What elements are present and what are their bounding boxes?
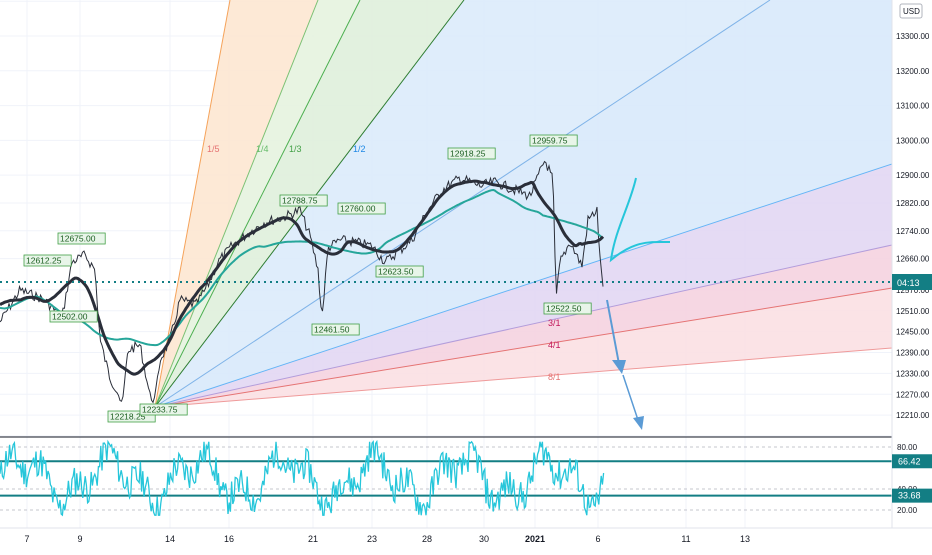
oscillator-pane — [0, 439, 892, 517]
gann-fan-label: 1/4 — [256, 144, 269, 154]
gann-fan-line — [154, 244, 893, 408]
time-axis-tick: 2021 — [525, 534, 545, 544]
price-labels: 12612.25 12675.00 12502.00 12218.2512233.75… — [23, 134, 592, 423]
moving-average-fast — [0, 179, 605, 376]
oscillator-axis-tick: 20.00 — [897, 506, 918, 515]
arrow-head — [612, 360, 626, 374]
gann-fan-line — [154, 287, 893, 408]
oscillator-level-tag — [892, 454, 932, 469]
price-label-box — [529, 134, 578, 147]
price-axis-tick: 12390.00 — [896, 349, 930, 358]
price-axis-tick: 12510.00 — [896, 307, 930, 316]
price-axis-tick: 12820.00 — [896, 199, 930, 208]
price-axis-tick: 12270.00 — [896, 390, 930, 399]
price-label-box — [447, 147, 496, 160]
price-label: 12522.50 — [546, 304, 582, 314]
price-axis: 12210.00 12270.00 12330.00 12390.00 12450.00… — [891, 0, 932, 528]
time-axis-tick: 16 — [224, 534, 234, 544]
price-label: 12612.25 — [26, 256, 62, 266]
price-axis-tick: 13000.00 — [896, 136, 930, 145]
price-axis-tick: 12330.00 — [896, 369, 930, 378]
price-label-box — [337, 202, 386, 215]
gann-fan-label: 8/1 — [548, 372, 561, 382]
price-axis-tick: 12570.00 — [896, 286, 930, 295]
currency-badge — [899, 3, 923, 19]
price-axis-tick: 13300.00 — [896, 32, 930, 41]
currency-label: USD — [903, 7, 920, 16]
time-axis-tick: 23 — [367, 534, 377, 544]
gann-fan-label: 4/1 — [548, 340, 561, 350]
gann-fan-line — [154, 0, 231, 408]
gann-fan: 1/5 1/4 1/3 1/2 3/1 4/1 8/1 — [154, 0, 893, 408]
price-label: 12918.25 — [450, 149, 486, 159]
price-label: 12218.25 — [110, 412, 146, 422]
price-label-box — [57, 232, 106, 245]
price-label-box — [139, 403, 188, 416]
price-label-box — [375, 265, 424, 278]
price-axis-tick: 12660.00 — [896, 255, 930, 264]
price-label: 12502.00 — [52, 312, 88, 322]
time-axis-tick: 21 — [308, 534, 318, 544]
gann-fan-label: 1/3 — [289, 144, 302, 154]
price-label: 12233.75 — [142, 405, 178, 415]
gann-fan-line — [154, 0, 319, 408]
moving-average-slow — [0, 188, 604, 347]
time-axis-tick: 28 — [422, 534, 432, 544]
price-label-box — [279, 194, 328, 207]
current-price-label: 04:13 — [897, 278, 920, 288]
time-axis-tick: 7 — [24, 534, 29, 544]
price-axis-tick: 12210.00 — [896, 411, 930, 420]
price-series — [0, 160, 605, 404]
time-axis-tick: 11 — [681, 534, 690, 544]
arrow-head — [633, 416, 644, 430]
oscillator-axis-tick: 80.00 — [897, 443, 918, 452]
oscillator-level-label: 33.68 — [898, 491, 921, 501]
price-axis-tick: 12740.00 — [896, 227, 930, 236]
price-axis-tick: 12900.00 — [896, 171, 930, 180]
gann-fan-label: 1/2 — [353, 144, 366, 154]
price-label: 12788.75 — [282, 196, 318, 206]
gann-fan-line — [154, 347, 893, 408]
time-axis-tick: 6 — [595, 534, 600, 544]
price-axis-tick: 13100.00 — [896, 102, 930, 111]
price-label: 12959.75 — [532, 136, 568, 146]
current-price-tag — [892, 274, 932, 290]
gann-fan-label: 1/5 — [207, 144, 220, 154]
time-axis: 7 9 14 16 21 23 28 30 2021 6 11 13 — [0, 527, 932, 544]
hand-drawn-path — [609, 177, 671, 263]
price-label: 12623.50 — [378, 267, 414, 277]
price-label-box — [311, 323, 360, 336]
oscillator-level-tag — [892, 488, 932, 503]
time-axis-tick: 13 — [740, 534, 750, 544]
price-label-box — [107, 410, 156, 423]
price-label: 12760.00 — [340, 204, 376, 214]
price-label: 12461.50 — [314, 325, 350, 335]
gann-fan-label: 3/1 — [548, 318, 561, 328]
price-label-box — [23, 254, 72, 267]
axis-background — [892, 0, 932, 528]
price-line — [0, 160, 604, 404]
arrow-shaft — [622, 374, 639, 421]
arrow-shaft — [606, 299, 620, 365]
gann-fan-line — [154, 163, 893, 408]
price-label-box — [543, 302, 592, 315]
gann-fan-line — [154, 0, 361, 408]
price-axis-tick: 12450.00 — [896, 328, 930, 337]
price-label-box — [49, 310, 98, 323]
price-axis-tick: 13200.00 — [896, 67, 930, 76]
price-label: 12675.00 — [60, 234, 96, 244]
time-axis-tick: 9 — [77, 534, 82, 544]
time-axis-tick: 14 — [165, 534, 175, 544]
oscillator-line — [0, 439, 605, 517]
gann-fan-zone — [155, 0, 892, 407]
time-axis-tick: 30 — [479, 534, 489, 544]
oscillator-level-label: 66.42 — [898, 456, 921, 466]
drawing — [606, 177, 671, 430]
